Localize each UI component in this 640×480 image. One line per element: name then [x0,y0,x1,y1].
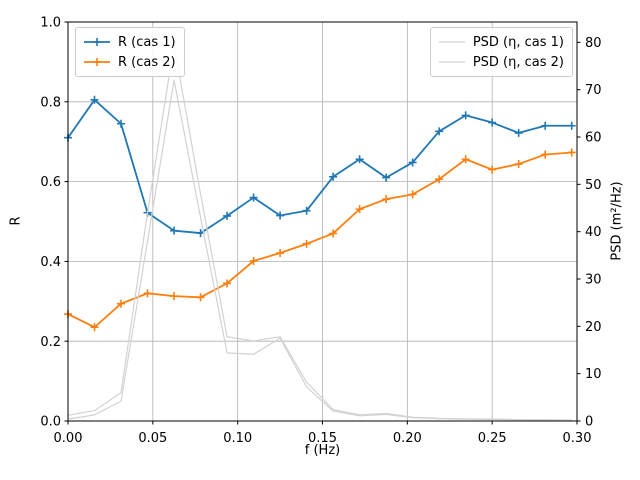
x-tick-label: 0.30 [563,431,592,446]
y-tick-left-label: 0.8 [40,95,61,110]
plus-marker [302,206,311,215]
x-tick-label: 0.00 [54,431,83,446]
y-tick-right-label: 40 [585,225,602,240]
plus-marker [223,211,232,220]
x-tick-label: 0.05 [138,431,167,446]
legend-entry: PSD (η, cas 2) [438,52,564,72]
plus-marker [93,58,101,66]
plus-marker [276,211,285,220]
x-tick-label: 0.20 [393,431,422,446]
plus-marker [143,289,152,298]
plus-marker [541,150,550,159]
series-line [67,151,573,329]
plus-marker [567,148,576,157]
plus-marker [276,249,285,258]
legend-line-sample [438,41,465,43]
y-tick-right-label: 10 [585,367,602,382]
plus-marker [90,95,99,104]
legend-psd: PSD (η, cas 1) PSD (η, cas 2) [429,27,573,77]
series-line [67,44,573,421]
y-tick-left-label: 0.6 [40,175,61,190]
legend-line-sample [438,61,465,63]
plus-marker [382,195,391,204]
legend-label: R (cas 1) [118,34,176,50]
legend-entry: R (cas 1) [83,32,176,52]
y-tick-right-label: 20 [585,320,602,335]
plus-marker [488,118,497,127]
y-tick-right-label: 70 [585,83,602,98]
y-tick-right-label: 60 [585,131,602,146]
plus-marker [408,158,417,167]
plus-marker [355,205,364,214]
plus-marker [170,292,179,301]
plus-marker [461,155,470,164]
plus-marker [223,279,232,288]
legend-entry: R (cas 2) [83,52,176,72]
y-tick-right-label: 0 [585,415,593,430]
y-tick-left-label: 0.4 [40,255,61,270]
plus-marker [302,239,311,248]
legend-r: R (cas 1) R (cas 2) [75,27,185,77]
legend-label: PSD (η, cas 2) [472,54,564,70]
plus-marker [90,323,99,332]
plus-marker [117,119,126,128]
y-axis-label-left: R [8,216,24,226]
plus-marker [117,299,126,308]
y-tick-left-label: 0.2 [40,335,61,350]
plus-marker [488,165,497,174]
legend-label: PSD (η, cas 1) [472,34,564,50]
plus-marker [435,127,444,136]
plus-marker [541,121,550,130]
y-tick-right-label: 50 [585,178,602,193]
plus-marker [196,293,205,302]
series-line [67,79,573,421]
y-tick-left-label: 0.0 [40,415,61,430]
legend-entry: PSD (η, cas 1) [438,32,564,52]
plus-marker [355,155,364,164]
plus-marker [435,175,444,184]
x-tick-label: 0.10 [223,431,252,446]
plus-marker [249,257,258,266]
y-tick-right-label: 80 [585,36,602,51]
plus-marker [461,111,470,120]
y-tick-right-label: 30 [585,273,602,288]
plus-marker [93,38,101,46]
plus-marker [382,173,391,182]
plus-marker [329,172,338,181]
plus-marker [170,226,179,235]
legend-label: R (cas 2) [118,54,176,70]
y-tick-left-label: 1.0 [40,16,61,31]
x-tick-label: 0.25 [478,431,507,446]
legend-line-sample [84,58,110,66]
plus-marker [249,193,258,202]
plus-marker [567,121,576,130]
plus-marker [514,128,523,137]
plus-marker [329,229,338,238]
x-tick-label: 0.15 [308,431,337,446]
y-axis-label-right: PSD (m²/Hz) [609,181,625,261]
plus-marker [514,160,523,169]
x-axis-label: f (Hz) [304,443,341,458]
plus-marker [408,190,417,199]
legend-line-sample [84,38,110,46]
